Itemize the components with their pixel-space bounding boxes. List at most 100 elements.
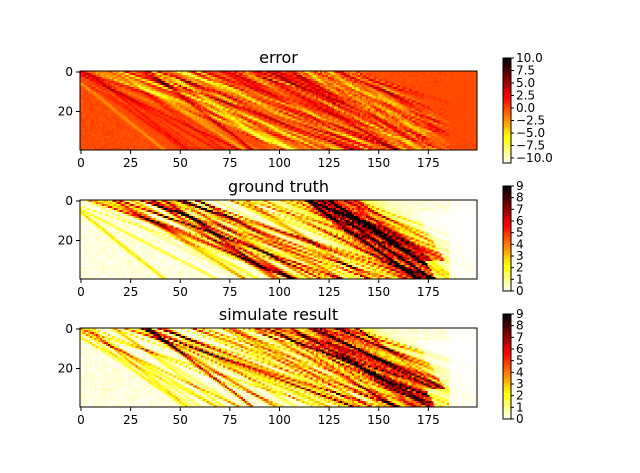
heatmap-cell bbox=[282, 102, 285, 105]
heatmap-cell bbox=[288, 110, 291, 113]
heatmap-cell bbox=[353, 98, 357, 101]
heatmap-cell bbox=[375, 116, 379, 119]
heatmap-cell bbox=[312, 71, 315, 74]
heatmap-cell bbox=[111, 71, 115, 74]
heatmap-cell bbox=[379, 84, 383, 88]
heatmap-cell bbox=[216, 88, 220, 92]
heatmap-cell bbox=[173, 108, 176, 111]
heatmap-cell bbox=[177, 104, 180, 107]
heatmap-cell bbox=[270, 86, 273, 90]
heatmap-cell bbox=[246, 92, 250, 95]
heatmap-cell bbox=[326, 88, 329, 92]
heatmap-cell bbox=[95, 102, 99, 105]
heatmap-cell bbox=[87, 104, 91, 107]
heatmap-cell bbox=[139, 84, 142, 88]
heatmap-cell bbox=[187, 108, 190, 111]
heatmap-cell bbox=[165, 86, 168, 90]
heatmap-cell bbox=[391, 116, 394, 119]
heatmap-cell bbox=[80, 82, 83, 86]
heatmap-cell bbox=[151, 104, 154, 107]
heatmap-cell bbox=[324, 88, 327, 92]
heatmap-cell bbox=[205, 102, 208, 105]
heatmap-cell bbox=[127, 110, 130, 113]
heatmap-cell bbox=[159, 71, 162, 74]
heatmap-cell bbox=[117, 88, 121, 92]
heatmap-cell bbox=[181, 100, 184, 103]
heatmap-cell bbox=[318, 74, 321, 78]
heatmap-cell bbox=[113, 118, 117, 121]
heatmap-cell bbox=[332, 104, 335, 107]
heatmap-cell bbox=[280, 72, 283, 76]
heatmap-cell bbox=[387, 110, 390, 113]
heatmap-cell bbox=[238, 104, 242, 107]
heatmap-cell bbox=[101, 100, 105, 103]
heatmap-cell bbox=[419, 80, 422, 84]
heatmap-cell bbox=[141, 102, 144, 105]
heatmap-cell bbox=[359, 80, 363, 84]
heatmap-cell bbox=[91, 74, 95, 78]
heatmap-cell bbox=[109, 82, 113, 86]
heatmap-cell bbox=[159, 76, 162, 80]
heatmap-cell bbox=[363, 96, 367, 99]
heatmap-cell bbox=[405, 78, 408, 82]
heatmap-cell bbox=[80, 76, 83, 80]
heatmap-cell bbox=[475, 96, 478, 99]
heatmap-cell bbox=[256, 102, 259, 105]
heatmap-cell bbox=[248, 102, 252, 105]
heatmap-cell bbox=[347, 112, 351, 115]
heatmap-cell bbox=[157, 82, 160, 86]
heatmap-cell bbox=[421, 104, 424, 107]
heatmap-cell bbox=[81, 116, 85, 119]
heatmap-cell bbox=[209, 118, 212, 121]
heatmap-cell bbox=[95, 74, 99, 78]
heatmap-cell bbox=[345, 86, 349, 90]
heatmap-cell bbox=[232, 84, 236, 88]
heatmap-cell bbox=[179, 114, 182, 117]
heatmap-cell bbox=[258, 106, 261, 109]
heatmap-cell bbox=[145, 80, 148, 84]
heatmap-cell bbox=[377, 106, 381, 109]
heatmap-cell bbox=[260, 118, 263, 121]
heatmap-cell bbox=[411, 82, 414, 86]
heatmap-cell bbox=[467, 94, 470, 97]
heatmap-cell bbox=[441, 78, 444, 82]
heatmap-cell bbox=[115, 72, 119, 76]
heatmap-cell bbox=[451, 108, 454, 111]
heatmap-cell bbox=[340, 88, 343, 92]
heatmap-cell bbox=[326, 76, 329, 80]
heatmap-cell bbox=[153, 108, 156, 111]
heatmap-cell bbox=[312, 86, 315, 90]
heatmap-cell bbox=[113, 92, 117, 95]
heatmap-cell bbox=[87, 72, 91, 76]
heatmap-cell bbox=[213, 78, 216, 82]
heatmap-cell bbox=[123, 84, 126, 88]
heatmap-cell bbox=[181, 106, 184, 109]
heatmap-cell bbox=[312, 106, 315, 109]
heatmap-cell bbox=[334, 116, 337, 119]
heatmap-cell bbox=[282, 98, 285, 101]
heatmap-cell bbox=[292, 80, 295, 84]
heatmap-cell bbox=[105, 72, 109, 76]
heatmap-cell bbox=[125, 88, 128, 92]
heatmap-cell bbox=[111, 78, 115, 82]
heatmap-cell bbox=[216, 82, 220, 86]
heatmap-cell bbox=[209, 84, 212, 88]
heatmap-cell bbox=[423, 76, 426, 80]
heatmap-cell bbox=[413, 114, 416, 117]
heatmap-cell bbox=[320, 94, 323, 97]
heatmap-cell bbox=[284, 71, 287, 74]
heatmap-cell bbox=[276, 114, 279, 117]
heatmap-cell bbox=[185, 118, 188, 121]
heatmap-cell bbox=[179, 104, 182, 107]
heatmap-cell bbox=[423, 82, 426, 86]
heatmap-cell bbox=[141, 96, 144, 99]
heatmap-cell bbox=[209, 88, 212, 92]
heatmap-cell bbox=[252, 102, 255, 105]
heatmap-cell bbox=[441, 100, 444, 103]
heatmap-cell bbox=[228, 114, 232, 117]
heatmap-cell bbox=[290, 108, 293, 111]
heatmap-cell bbox=[441, 92, 444, 95]
heatmap-cell bbox=[439, 72, 442, 76]
heatmap-cell bbox=[207, 71, 210, 74]
heatmap-cell bbox=[113, 98, 117, 101]
